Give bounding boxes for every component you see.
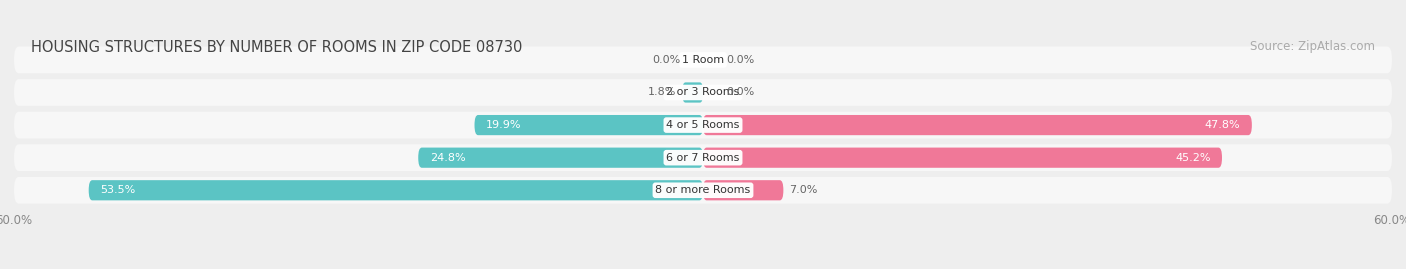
Text: HOUSING STRUCTURES BY NUMBER OF ROOMS IN ZIP CODE 08730: HOUSING STRUCTURES BY NUMBER OF ROOMS IN… [31,40,522,55]
FancyBboxPatch shape [703,148,1222,168]
Text: 1.8%: 1.8% [648,87,676,97]
Text: 45.2%: 45.2% [1175,153,1211,163]
Text: 4 or 5 Rooms: 4 or 5 Rooms [666,120,740,130]
Text: 19.9%: 19.9% [486,120,522,130]
FancyBboxPatch shape [418,148,703,168]
Text: 8 or more Rooms: 8 or more Rooms [655,185,751,195]
FancyBboxPatch shape [14,79,1392,106]
Text: 2 or 3 Rooms: 2 or 3 Rooms [666,87,740,97]
Text: 53.5%: 53.5% [100,185,135,195]
FancyBboxPatch shape [703,115,1251,135]
Text: 0.0%: 0.0% [725,55,754,65]
FancyBboxPatch shape [14,112,1392,139]
FancyBboxPatch shape [682,82,703,102]
FancyBboxPatch shape [703,180,783,200]
Text: 0.0%: 0.0% [725,87,754,97]
FancyBboxPatch shape [14,144,1392,171]
FancyBboxPatch shape [14,177,1392,204]
FancyBboxPatch shape [474,115,703,135]
Text: 7.0%: 7.0% [789,185,817,195]
Text: 1 Room: 1 Room [682,55,724,65]
Text: 24.8%: 24.8% [430,153,465,163]
FancyBboxPatch shape [89,180,703,200]
Text: 6 or 7 Rooms: 6 or 7 Rooms [666,153,740,163]
FancyBboxPatch shape [14,47,1392,73]
Text: 0.0%: 0.0% [652,55,681,65]
Text: 47.8%: 47.8% [1205,120,1240,130]
Text: Source: ZipAtlas.com: Source: ZipAtlas.com [1250,40,1375,53]
